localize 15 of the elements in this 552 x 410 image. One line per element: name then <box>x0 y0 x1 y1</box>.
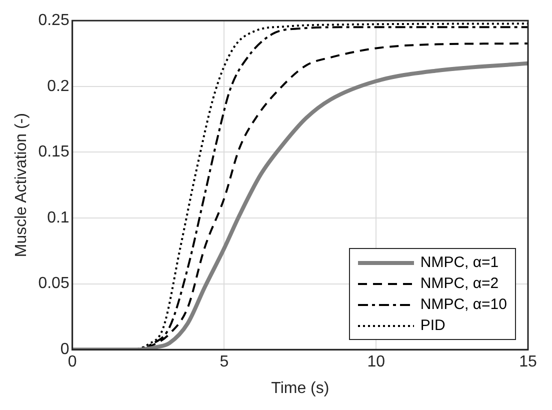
legend-label: NMPC, α=10 <box>420 296 507 313</box>
x-tick-label: 5 <box>220 354 229 371</box>
x-axis-title: Time (s) <box>271 380 330 397</box>
y-tick-label: 0.2 <box>47 78 70 95</box>
legend-label: PID <box>420 317 446 334</box>
y-tick-label: 0.25 <box>38 12 70 30</box>
x-tick-label: 15 <box>519 354 537 371</box>
y-tick-label: 0.05 <box>38 275 70 292</box>
legend-label: NMPC, α=2 <box>420 275 499 292</box>
y-axis-title: Muscle Activation (-) <box>13 113 30 258</box>
x-tick-label: 10 <box>367 354 386 371</box>
legend-label: NMPC, α=1 <box>420 254 499 271</box>
y-tick-label: 0 <box>60 341 70 358</box>
y-tick-label: 0.15 <box>38 144 70 161</box>
y-tick-label: 0.1 <box>47 209 70 226</box>
